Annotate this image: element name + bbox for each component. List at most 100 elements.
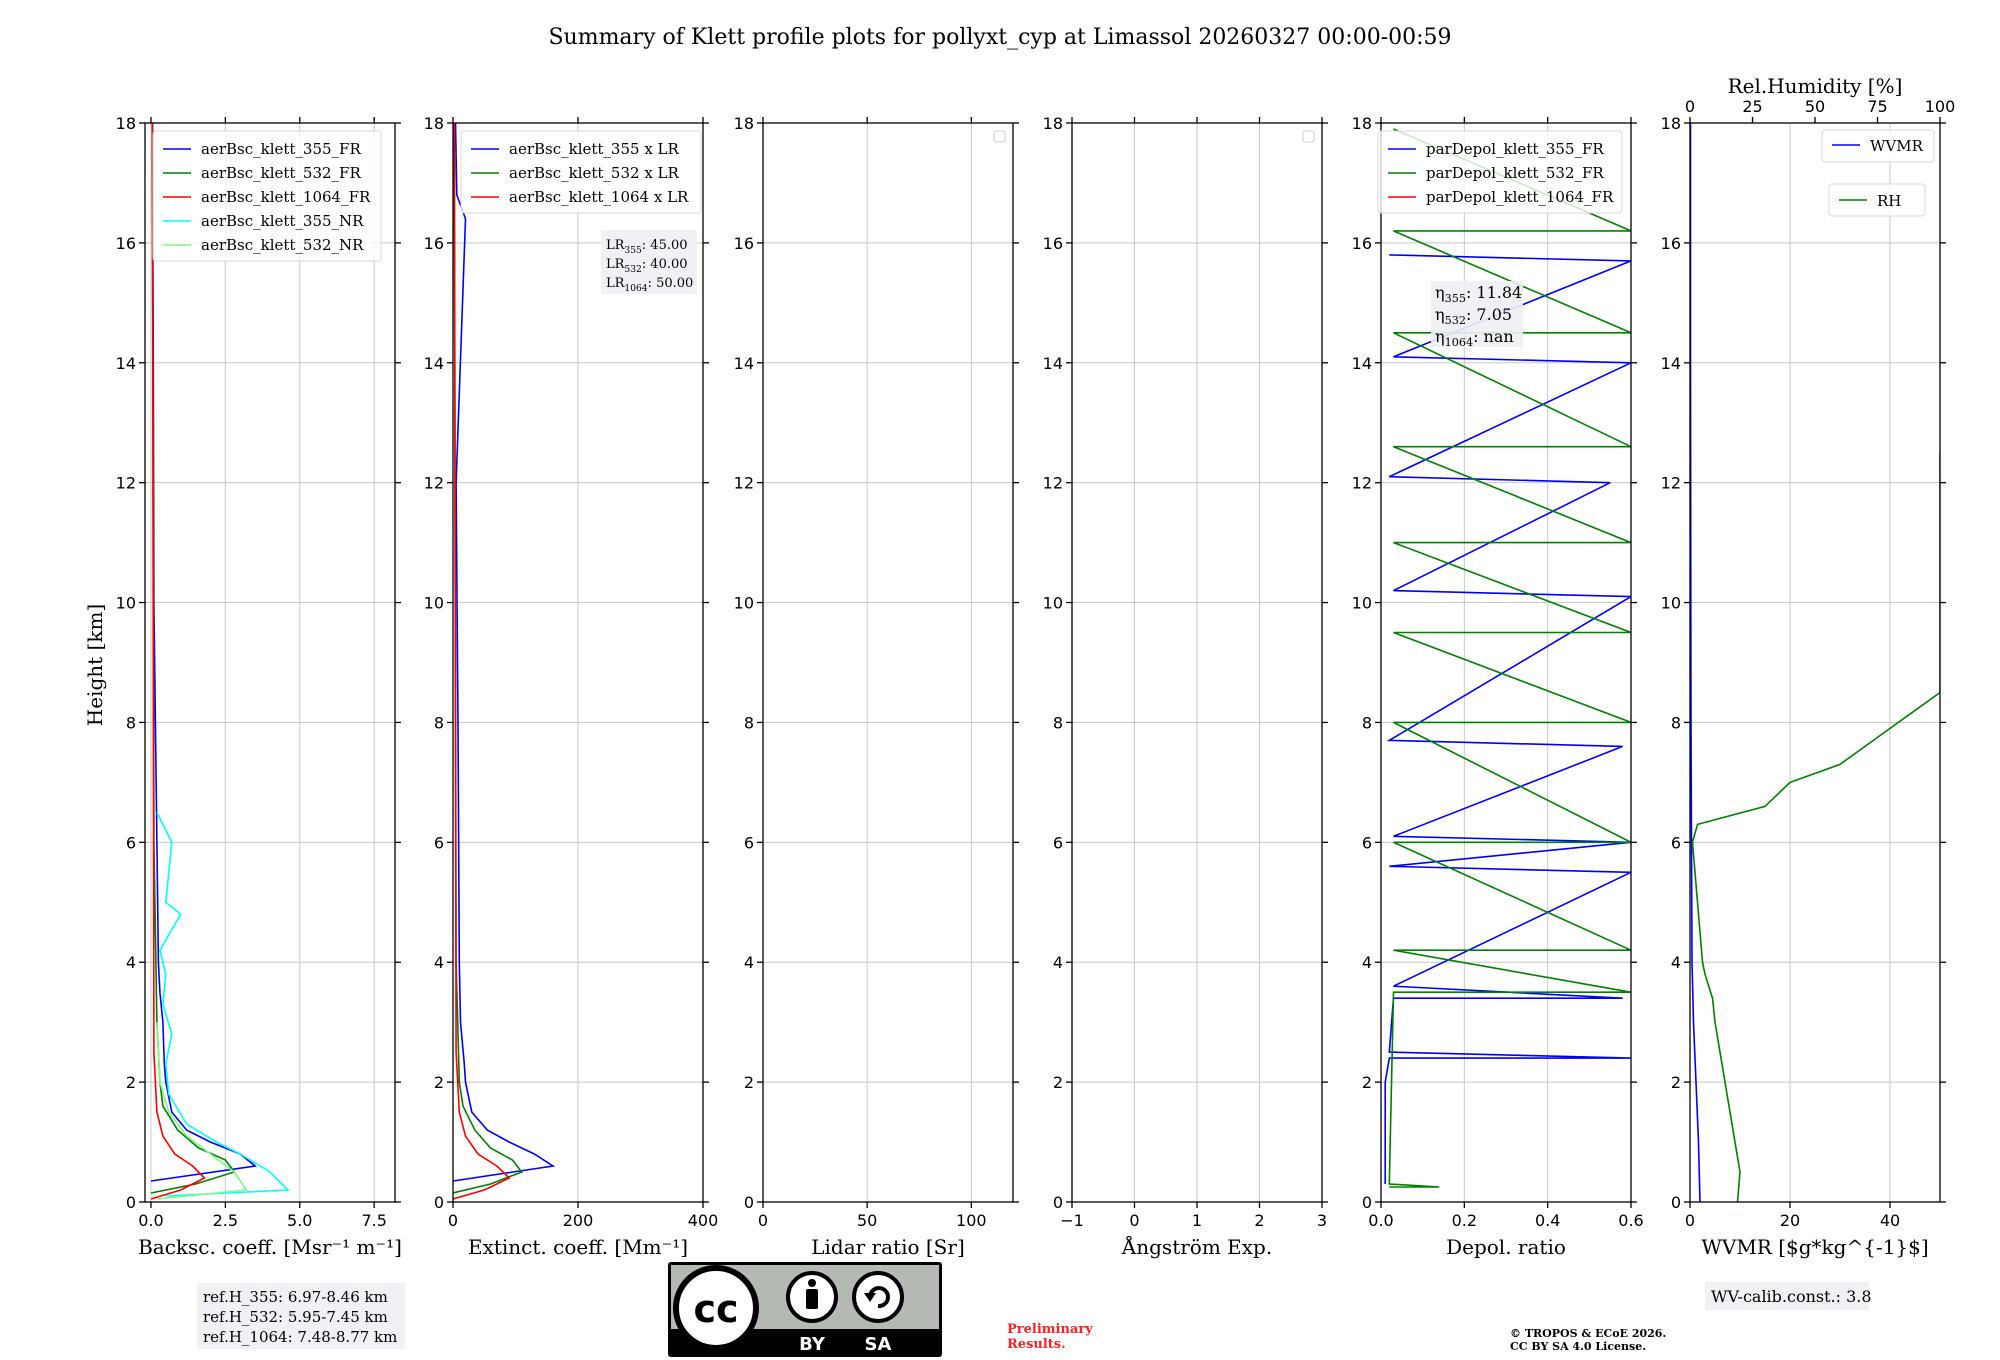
copyright-line-2: CC BY SA 4.0 License. xyxy=(1510,1340,1646,1353)
y-tick-label: 10 xyxy=(424,594,444,613)
y-ticks: 0 2 4 6 8 10 12 14 16 18 xyxy=(734,114,1019,1212)
y-tick-label: 14 xyxy=(1043,354,1063,373)
y-tick-label: 18 xyxy=(424,114,444,133)
y-tick-label: 16 xyxy=(1043,234,1063,253)
x-axis-label: Depol. ratio xyxy=(1446,1235,1566,1259)
legend-entry: parDepol_klett_532_FR xyxy=(1426,164,1604,182)
y-tick-label: 14 xyxy=(116,354,136,373)
x-tick-label: 20 xyxy=(1780,1211,1800,1230)
legend-entry: parDepol_klett_355_FR xyxy=(1426,140,1604,158)
panel-backscatter: 0 2 4 6 8 10 12 14 16 18 0.0 2.5 5.0 7.5 Backsc. coeff… xyxy=(116,114,402,1259)
y-tick-label: 4 xyxy=(126,953,136,972)
x-tick-label: 7.5 xyxy=(361,1211,386,1230)
cc-license-badge: cc BY SA xyxy=(668,1262,942,1357)
y-ticks: 0 2 4 6 8 10 12 14 16 18 xyxy=(1043,114,1328,1212)
y-tick-label: 6 xyxy=(744,833,754,852)
y-tick-label: 6 xyxy=(1053,833,1063,852)
y-tick-label: 12 xyxy=(1661,474,1681,493)
legend-entry: aerBsc_klett_355_NR xyxy=(201,212,364,230)
x-ticks: 0.0 0.2 0.4 0.6 xyxy=(1368,117,1644,1230)
y-tick-label: 10 xyxy=(734,594,754,613)
empty-legend-box xyxy=(993,130,1006,143)
cc-logo-icon xyxy=(673,1265,759,1351)
series-line-aerBsc_klett_1064 x LR xyxy=(453,123,511,1200)
y-tick-label: 16 xyxy=(1352,234,1372,253)
y-tick-label: 4 xyxy=(744,953,754,972)
x-tick-label: 50 xyxy=(857,1211,877,1230)
x-tick-label: 0.4 xyxy=(1535,1211,1560,1230)
y-tick-label: 6 xyxy=(1671,833,1681,852)
y-tick-label: 0 xyxy=(744,1193,754,1212)
y-tick-label: 0 xyxy=(1671,1193,1681,1212)
y-tick-label: 10 xyxy=(1043,594,1063,613)
legend-box xyxy=(152,130,382,262)
y-tick-label: 14 xyxy=(424,354,444,373)
plot-area xyxy=(150,123,290,1200)
y-tick-label: 8 xyxy=(434,713,444,732)
legend-entry: aerBsc_klett_1064_FR xyxy=(201,188,371,206)
empty-legend-box xyxy=(1302,130,1315,143)
lr-annotation: LR532: 40.00 xyxy=(606,257,688,275)
x-axis-label: Lidar ratio [Sr] xyxy=(811,1235,965,1259)
y-tick-label: 10 xyxy=(1352,594,1372,613)
y-tick-label: 2 xyxy=(1362,1073,1372,1092)
y-ticks: 0 2 4 6 8 10 12 14 16 18 xyxy=(1352,114,1637,1212)
legend: aerBsc_klett_355_FR aerBsc_klett_532_FRae… xyxy=(152,130,382,262)
top-x-tick-label: 75 xyxy=(1867,97,1887,116)
top-x-tick-label: 100 xyxy=(1925,97,1956,116)
legend: aerBsc_klett_355 x LR aerBsc_klett_532 x … xyxy=(460,130,702,214)
x-axis-label: Backsc. coeff. [Msr⁻¹ m⁻¹] xyxy=(138,1235,402,1259)
y-tick-label: 18 xyxy=(116,114,136,133)
y-tick-label: 2 xyxy=(1053,1073,1063,1092)
y-tick-label: 8 xyxy=(1362,713,1372,732)
legend-box xyxy=(460,130,702,214)
top-x-tick-label: 50 xyxy=(1805,97,1825,116)
y-tick-label: 6 xyxy=(434,833,444,852)
y-tick-label: 12 xyxy=(1043,474,1063,493)
x-tick-label: 2.5 xyxy=(213,1211,238,1230)
x-axis-label: Extinct. coeff. [Mm⁻¹] xyxy=(468,1235,688,1259)
x-ticks: 0 50 100 xyxy=(758,117,987,1230)
plot-area xyxy=(453,123,556,1200)
y-tick-label: 16 xyxy=(1661,234,1681,253)
wv-calib-box: WV-calib.const.: 3.8 xyxy=(1705,1282,1872,1310)
top-x-tick-label: 25 xyxy=(1742,97,1762,116)
y-tick-label: 18 xyxy=(1043,114,1063,133)
y-tick-label: 2 xyxy=(434,1073,444,1092)
y-tick-label: 4 xyxy=(1362,953,1372,972)
series-line-aerBsc_klett_355_FR xyxy=(150,123,258,1182)
x-tick-label: 3 xyxy=(1317,1211,1327,1230)
legend-entry: aerBsc_klett_532 x LR xyxy=(509,164,680,182)
y-tick-label: 12 xyxy=(1352,474,1372,493)
y-tick-label: 14 xyxy=(734,354,754,373)
top-x-axis-label: Rel.Humidity [%] xyxy=(1728,74,1903,98)
x-tick-label: 5.0 xyxy=(287,1211,312,1230)
y-tick-label: 2 xyxy=(1671,1073,1681,1092)
y-tick-label: 8 xyxy=(744,713,754,732)
x-tick-label: 200 xyxy=(563,1211,594,1230)
axes-frame xyxy=(762,122,1014,1203)
x-tick-label: 0.0 xyxy=(138,1211,163,1230)
y-tick-label: 16 xyxy=(734,234,754,253)
axes-frame xyxy=(1380,122,1632,1203)
x-tick-label: 400 xyxy=(688,1211,719,1230)
legend-entry: RH xyxy=(1877,192,1901,210)
annotation-bg xyxy=(1431,281,1523,347)
eta-annotation: η1064: nan xyxy=(1435,327,1514,349)
y-tick-label: 0 xyxy=(1053,1193,1063,1212)
legend-entry: aerBsc_klett_1064 x LR xyxy=(509,188,689,206)
legend-entry: WVMR xyxy=(1870,137,1924,155)
y-tick-label: 10 xyxy=(116,594,136,613)
series-line-RH xyxy=(1691,452,1940,1202)
eta-annotation: η532: 7.05 xyxy=(1435,305,1512,327)
series-line-aerBsc_klett_532 x LR xyxy=(453,123,524,1194)
top-x-ticks: 0 25 50 75 100 xyxy=(1685,97,1955,123)
cc-logo-text: cc xyxy=(693,1287,738,1331)
x-ticks: 0 20 40 xyxy=(1685,1202,1900,1230)
axes-frame xyxy=(144,122,396,1203)
cc-sa-label: SA xyxy=(865,1334,892,1355)
y-tick-label: 18 xyxy=(1352,114,1372,133)
